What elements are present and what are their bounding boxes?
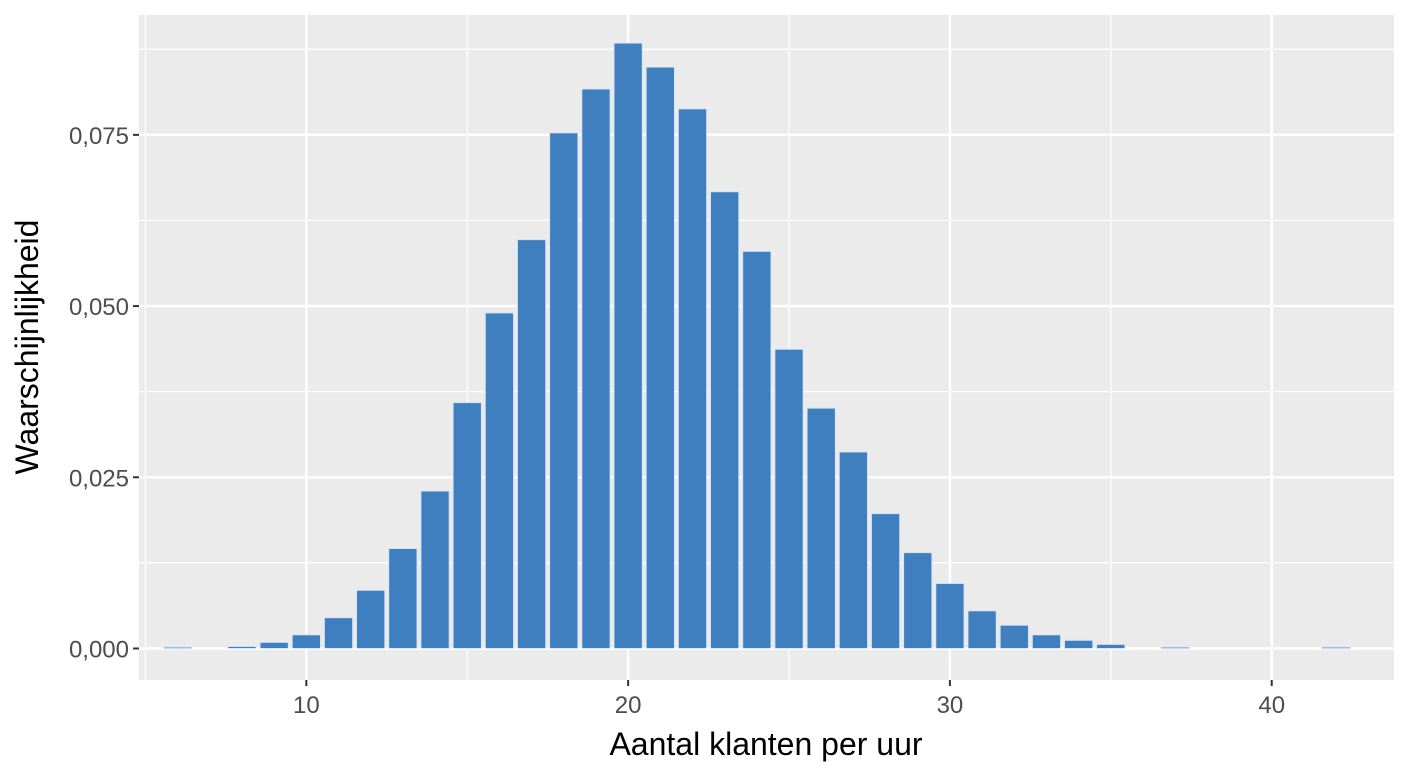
histogram-bar	[581, 88, 611, 649]
histogram-bar	[162, 646, 193, 650]
histogram-bar	[452, 402, 482, 649]
histogram-bar	[356, 589, 386, 649]
histogram-bar	[1321, 646, 1351, 650]
y-tick-label: 0,075	[69, 123, 129, 150]
bars	[162, 42, 1351, 650]
histogram-bar	[677, 108, 708, 649]
histogram-bar	[838, 451, 869, 649]
histogram-bar	[806, 407, 836, 649]
histogram-bar	[1031, 634, 1062, 649]
x-tick-label: 40	[1258, 692, 1285, 719]
y-tick-label: 0,050	[69, 294, 129, 321]
histogram-bar	[999, 624, 1029, 649]
y-tick-label: 0,000	[69, 636, 129, 663]
x-tick-label: 30	[937, 692, 964, 719]
histogram-bar	[259, 641, 289, 649]
histogram-bar	[291, 634, 321, 649]
histogram-bar	[742, 250, 772, 649]
histogram-bar	[549, 132, 579, 649]
histogram-bar	[967, 610, 997, 649]
histogram-bar	[1096, 643, 1126, 649]
histogram-bar	[420, 490, 450, 649]
histogram-bar	[613, 42, 643, 649]
histogram-bar	[903, 552, 933, 649]
histogram-bar	[227, 645, 257, 649]
histogram-bar	[1160, 646, 1190, 650]
histogram-bar	[774, 348, 804, 649]
histogram-bar	[388, 548, 418, 649]
x-tick-label: 10	[293, 692, 320, 719]
histogram-bar	[710, 191, 740, 649]
histogram-bar	[870, 513, 901, 649]
y-axis-title: Waarschijnlijkheid	[9, 220, 45, 475]
x-axis: 10 20 30 40	[293, 680, 1285, 719]
x-tick-label: 20	[615, 692, 642, 719]
histogram-bar	[484, 312, 515, 649]
histogram-bar	[645, 66, 675, 649]
histogram-bar	[1063, 639, 1094, 649]
x-axis-title: Aantal klanten per uur	[609, 726, 922, 762]
y-axis: 0,000 0,025 0,050 0,075	[69, 123, 139, 663]
y-tick-label: 0,025	[69, 465, 129, 492]
histogram-bar	[323, 617, 354, 649]
histogram-bar	[516, 239, 547, 649]
histogram-bar	[935, 582, 965, 649]
